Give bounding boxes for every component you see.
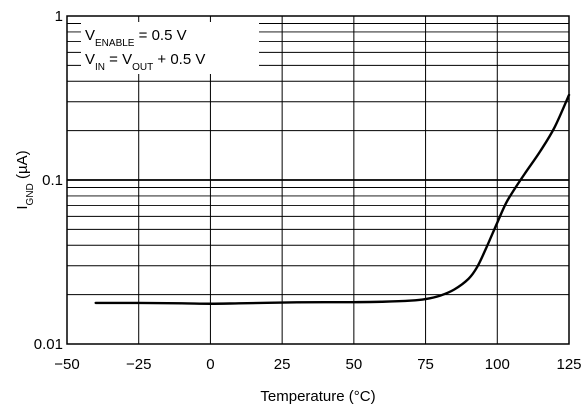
x-tick-label: 100 (485, 356, 510, 373)
annotation-subscript: ENABLE (95, 38, 135, 49)
y-axis-label-unit: (µA) (14, 150, 31, 183)
y-tick-label: 0.1 (42, 172, 63, 189)
x-tick-labels: −50 −25 0 25 50 75 100 125 (54, 356, 581, 373)
annotation-text: VENABLE = 0.5 V (85, 27, 187, 49)
y-axis-label-main: I (14, 205, 31, 209)
annotation-part: = 0.5 V (134, 27, 186, 44)
series-line (94, 93, 571, 305)
y-axis-label: IGND (µA) (14, 150, 36, 209)
x-tick-label: 75 (417, 356, 434, 373)
x-tick-label: 25 (274, 356, 291, 373)
annotation-part: = V (105, 51, 132, 68)
y-tick-label: 1 (55, 8, 63, 25)
plot-frame (66, 15, 570, 345)
x-axis-label: Temperature (°C) (260, 388, 375, 405)
x-tick-label: 125 (556, 356, 581, 373)
x-tick-label: 50 (346, 356, 363, 373)
series-layer (94, 93, 571, 305)
annotation-part: + 0.5 V (153, 51, 205, 68)
annotation-text: VIN = VOUT + 0.5 V (85, 51, 205, 73)
x-tick-label: −50 (54, 356, 79, 373)
x-tick-label: 0 (206, 356, 214, 373)
annotation-subscript: IN (95, 62, 105, 73)
x-tick-label: −25 (126, 356, 151, 373)
annotation-background (81, 22, 259, 74)
annotation-subscript: OUT (132, 62, 153, 73)
grid (67, 16, 569, 344)
y-tick-label: 0.01 (34, 336, 63, 353)
y-tick-labels: 0.01 0.1 1 (34, 8, 63, 353)
y-axis-label-sub: GND (25, 183, 36, 205)
annotation-part: V (85, 27, 95, 44)
annotation-part: V (85, 51, 95, 68)
